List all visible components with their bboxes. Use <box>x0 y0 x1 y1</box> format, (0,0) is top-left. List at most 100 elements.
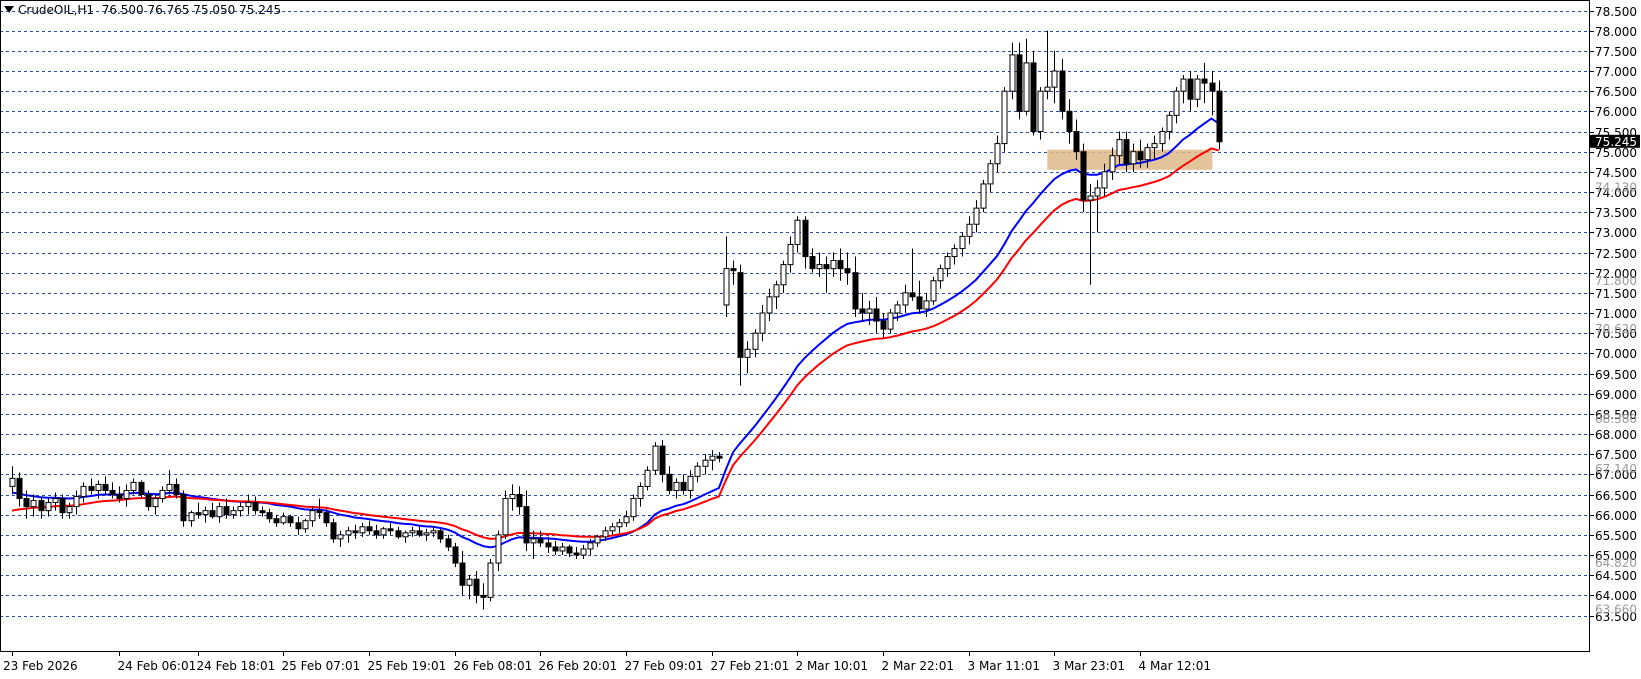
candle-body-bull <box>580 548 587 556</box>
candle-body-bear <box>145 494 152 508</box>
candle-body-bull <box>245 502 252 508</box>
candle-body-bull <box>409 530 416 534</box>
candle <box>1001 87 1008 152</box>
candle <box>130 478 137 495</box>
candle-body-bear <box>859 308 866 314</box>
y-tick-label: 64.000 <box>1595 589 1637 603</box>
candle-body-bull <box>1094 187 1101 197</box>
candle-body-bull <box>702 459 709 467</box>
candle <box>337 530 344 547</box>
candle <box>123 484 130 507</box>
candle-body-bear <box>38 500 45 512</box>
candle <box>452 542 459 568</box>
candle-body-bull <box>1109 155 1116 173</box>
candle-body-bull <box>752 332 759 350</box>
candle-body-bull <box>130 481 137 491</box>
candle <box>894 300 901 322</box>
x-tick-label: 3 Mar 11:01 <box>968 659 1041 673</box>
y-tick-label: 68.000 <box>1595 428 1637 442</box>
candle-body-bull <box>694 465 701 477</box>
y-tick-label: 65.500 <box>1595 529 1637 543</box>
candle <box>1087 183 1094 285</box>
candle-body-bear <box>1123 139 1130 165</box>
candle <box>502 490 509 539</box>
price-axis[interactable]: 78.50078.00077.50077.00076.50076.00075.5… <box>1589 5 1640 624</box>
candle-body-bull <box>423 532 430 536</box>
grid-lines <box>0 11 1589 617</box>
candle <box>802 216 809 269</box>
y-tick-label: 74.000 <box>1595 186 1637 200</box>
symbol-label: CrudeOIL,H1 <box>18 3 95 17</box>
candle-body-bull <box>1130 151 1137 165</box>
candle <box>230 506 237 519</box>
candle <box>1137 139 1144 168</box>
candle <box>159 486 166 503</box>
candle-body-bear <box>1216 90 1223 143</box>
candle-body-bear <box>116 494 123 500</box>
candle-body-bear <box>180 494 187 522</box>
candle-body-bear <box>195 512 202 516</box>
candle-body-bear <box>387 528 394 532</box>
candle-body-bull <box>359 526 366 534</box>
candle-body-bull <box>502 498 509 536</box>
candle <box>702 454 709 475</box>
candle-body-bear <box>566 546 573 554</box>
candle-body-bear <box>437 530 444 540</box>
candle-body-bear <box>366 526 373 532</box>
candle-body-bull <box>1044 86 1051 92</box>
ohlc-readout: 76.500 76.765 75.050 75.245 <box>101 3 282 17</box>
candle <box>152 494 159 515</box>
candle-body-bear <box>287 516 294 524</box>
candle <box>523 490 530 551</box>
candle-body-bull <box>830 260 837 270</box>
candle <box>873 296 880 334</box>
candle-body-bull <box>1173 90 1180 116</box>
candle-body-bull <box>80 485 87 498</box>
zone-layer <box>1047 149 1213 170</box>
candle-body-bull <box>509 494 516 500</box>
candle-body-bull <box>466 578 473 586</box>
candle <box>987 159 994 192</box>
y-faint-label: 74.130 <box>1595 180 1637 194</box>
candle <box>295 516 302 535</box>
candle <box>366 520 373 535</box>
candle <box>730 260 737 285</box>
candle-body-bull <box>1159 131 1166 145</box>
candle <box>837 248 844 281</box>
candle-body-bull <box>487 562 494 598</box>
candle <box>380 526 387 539</box>
candle-body-bull <box>402 532 409 538</box>
candle-body-bear <box>523 506 530 544</box>
candle-body-bear <box>730 268 737 272</box>
candle-body-bull <box>45 502 52 512</box>
candle <box>1051 50 1058 104</box>
x-tick-label: 26 Feb 08:01 <box>454 659 533 673</box>
y-tick-label: 78.500 <box>1595 5 1637 19</box>
y-faint-label: 64.820 <box>1595 556 1637 570</box>
candle-body-bear <box>1030 62 1037 132</box>
candle-body-bull <box>302 520 309 530</box>
candle-body-bull <box>52 498 59 504</box>
candle-body-bear <box>880 320 887 330</box>
y-tick-label: 63.500 <box>1595 610 1637 624</box>
dropdown-triangle-icon[interactable] <box>4 6 14 13</box>
candle <box>252 496 259 515</box>
candle-body-bear <box>716 455 723 459</box>
candle-body-bull <box>1101 171 1108 189</box>
candle-body-bear <box>809 256 816 270</box>
candle-body-bull <box>430 530 437 534</box>
candle-body-bear <box>452 546 459 564</box>
candle <box>1166 111 1173 140</box>
candle-body-bull <box>637 485 644 500</box>
y-tick-label: 72.000 <box>1595 267 1637 281</box>
candle-body-bear <box>330 522 337 540</box>
candle-body-bull <box>337 534 344 540</box>
candle <box>45 498 52 517</box>
candle <box>88 478 95 495</box>
candle <box>1037 87 1044 140</box>
candle-body-bear <box>844 268 851 274</box>
candle-body-bull <box>30 500 37 508</box>
supply-zone <box>1047 149 1213 170</box>
time-axis[interactable]: 23 Feb 2026 24 Feb 06:01 24 Feb 18:01 25 Fe… <box>3 651 1211 673</box>
